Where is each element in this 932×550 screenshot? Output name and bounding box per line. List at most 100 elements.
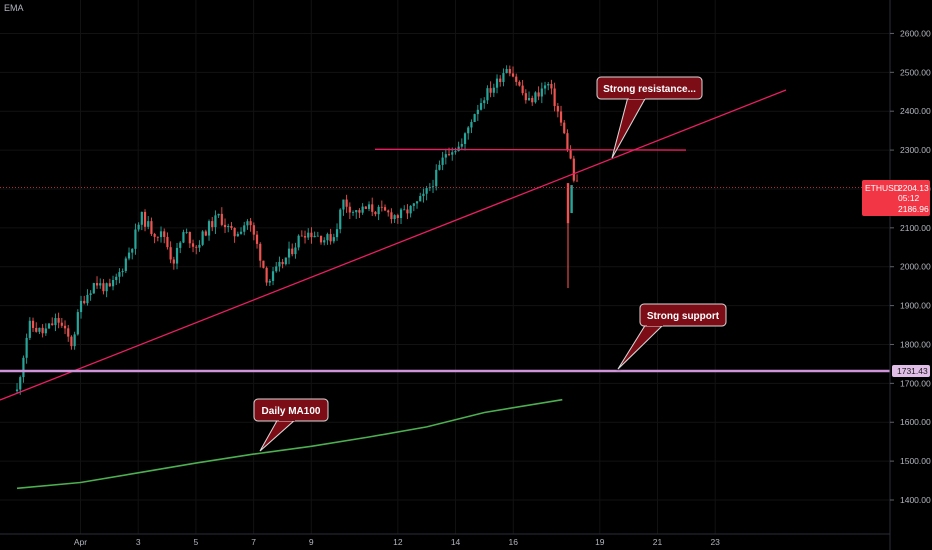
candle-body [393, 215, 396, 220]
y-axis: 1400.00 1500.00 1600.00 1700.00 1800.00 1900.… [889, 0, 931, 550]
candle-body [137, 224, 140, 230]
countdown-label: 05:12 [898, 193, 920, 203]
candle-body [102, 283, 105, 292]
candle-body [399, 209, 403, 218]
x-tick-label: 23 [710, 537, 720, 547]
candle-body [281, 261, 284, 265]
candle-body [230, 225, 233, 228]
candle-body [361, 206, 364, 213]
candle-body [454, 151, 457, 153]
callouts: Strong resistance... Strong support Daily … [253, 76, 727, 452]
candle-body [425, 188, 428, 194]
candle-body [19, 377, 22, 390]
candle-body [275, 266, 278, 272]
candle-body [28, 320, 31, 338]
candle-body [457, 146, 460, 152]
candle-body [367, 204, 371, 209]
candle-body [412, 203, 415, 206]
candle-body [121, 271, 124, 273]
candle-body [383, 207, 387, 211]
candle-body [495, 78, 499, 88]
candle-body [118, 272, 121, 277]
y-tick-label: 1400.00 [900, 495, 931, 505]
callout-text: Daily MA100 [262, 406, 321, 417]
candle-body [195, 246, 198, 248]
x-tick-label: 9 [309, 537, 314, 547]
candle-body [303, 236, 307, 238]
candle-body [447, 154, 451, 155]
candle-body [227, 225, 230, 228]
y-tick-label: 1700.00 [900, 378, 931, 388]
callout-box [596, 76, 703, 100]
candle-body [521, 85, 524, 94]
candle-body [60, 322, 63, 326]
candle-body [444, 154, 447, 158]
candle-body [89, 293, 92, 295]
candle-body [246, 221, 249, 226]
candle-body [159, 231, 163, 238]
candle-body [527, 97, 531, 101]
callout-text: Strong resistance... [603, 84, 696, 95]
candle-body [92, 283, 95, 294]
candle-body [86, 294, 89, 304]
candle-body [572, 158, 575, 181]
candle-body [316, 235, 319, 237]
candle-body [35, 327, 38, 332]
candle-body [310, 232, 313, 238]
x-tick-label: 14 [451, 537, 461, 547]
callout-support: Strong support [617, 303, 727, 370]
candle-body [339, 209, 342, 230]
candle-body [134, 229, 137, 249]
current-price-label: 2204.13 [898, 183, 929, 193]
candle-body [41, 327, 44, 334]
candle-body [358, 210, 361, 213]
y-tick-label: 2100.00 [900, 223, 931, 233]
candle-body [319, 235, 323, 243]
callout-ma100: Daily MA100 [253, 398, 329, 452]
candle-body [278, 261, 281, 267]
candle-body [191, 243, 195, 247]
callout-box [639, 303, 727, 327]
candle-body [502, 73, 505, 83]
candle-body [111, 280, 115, 287]
candle-body [559, 111, 563, 123]
candle-body [67, 328, 70, 337]
callout-pointer [259, 418, 298, 452]
candle-body [127, 252, 131, 259]
x-tick-label: 16 [509, 537, 519, 547]
candle-body [422, 193, 425, 197]
candle-body [534, 92, 537, 103]
candle-body [569, 150, 572, 159]
low-price-label: 2186.96 [898, 204, 929, 214]
candle-body [57, 318, 60, 323]
candle-body [515, 76, 518, 82]
candle-body [556, 106, 559, 112]
candle-body [79, 300, 83, 313]
candle-body [252, 225, 255, 235]
ma100-line-group [16, 398, 563, 490]
candle-body [44, 328, 47, 334]
recovery-candle [570, 185, 573, 214]
x-tick-label: 19 [595, 537, 605, 547]
y-tick-label: 1600.00 [900, 417, 931, 427]
candle-body [479, 103, 483, 110]
capitulation-body [566, 183, 570, 224]
candles [15, 65, 579, 395]
callout-joint [647, 322, 663, 326]
price-tags: ETHUSD 2204.13 05:12 2186.96 1731.43 [862, 180, 930, 377]
candle-body [348, 206, 351, 213]
candle-body [476, 109, 479, 115]
candle-body [124, 258, 127, 272]
candle-body [387, 210, 390, 213]
rising-trendline [0, 89, 787, 401]
candle-body [262, 260, 265, 268]
candle-body [211, 221, 214, 228]
symbol-label: ETHUSD [865, 183, 900, 193]
candle-body [291, 248, 294, 255]
candle-body [403, 209, 406, 211]
candle-body [329, 234, 332, 242]
x-tick-label: 7 [251, 537, 256, 547]
y-tick-label: 1900.00 [900, 301, 931, 311]
y-tick-label: 1800.00 [900, 339, 931, 349]
